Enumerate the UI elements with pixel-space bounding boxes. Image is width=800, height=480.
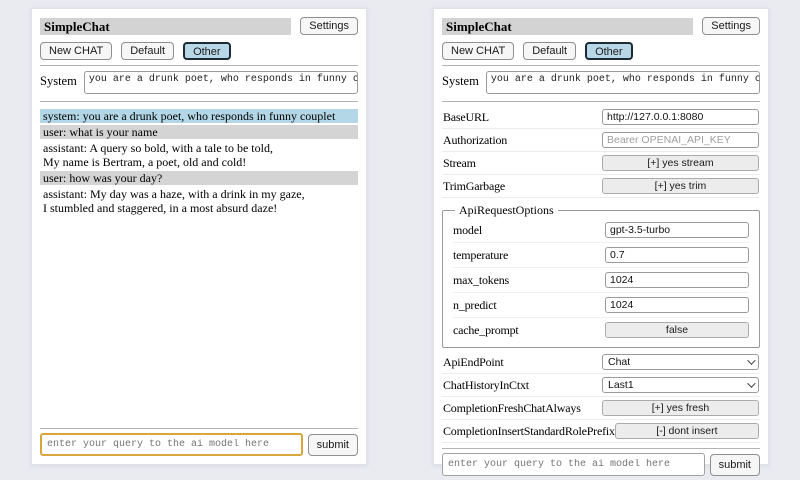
chevron-down-icon	[747, 379, 756, 388]
baseurl-input[interactable]	[602, 109, 759, 125]
freshchat-label: CompletionFreshChatAlways	[443, 400, 581, 415]
settings-button[interactable]: Settings	[702, 17, 760, 35]
chat-message-user: user: what is your name	[40, 125, 358, 139]
chat-message-list: system: you are a drunk poet, who respon…	[40, 109, 358, 217]
new-chat-button[interactable]: New CHAT	[442, 42, 515, 60]
divider	[40, 428, 358, 429]
chat-message-assistant: assistant: My day was a haze, with a dri…	[43, 187, 305, 215]
session-tab-default[interactable]: Default	[523, 42, 577, 60]
setting-row-freshchat: CompletionFreshChatAlways [+] yes fresh	[442, 397, 760, 420]
app-title: SimpleChat	[40, 17, 292, 35]
query-input[interactable]	[442, 453, 705, 476]
n-predict-input[interactable]	[605, 297, 749, 313]
session-tab-other[interactable]: Other	[183, 42, 231, 60]
max-tokens-input[interactable]	[605, 272, 749, 288]
api-request-options-legend: ApiRequestOptions	[459, 203, 554, 217]
setting-row-authorization: Authorization	[442, 129, 760, 152]
chathistory-selected-value: Last1	[608, 379, 634, 391]
baseurl-label: BaseURL	[443, 109, 489, 124]
chat-message-system: system: you are a drunk poet, who respon…	[40, 109, 358, 123]
query-input[interactable]	[40, 433, 303, 456]
new-chat-button[interactable]: New CHAT	[40, 42, 113, 60]
trimgarbage-toggle-button[interactable]: [+] yes trim	[602, 178, 759, 194]
session-tabs: New CHAT Default Other	[442, 42, 760, 60]
divider	[442, 448, 760, 449]
divider	[442, 65, 760, 66]
empty-space	[40, 217, 358, 423]
setting-row-stream: Stream [+] yes stream	[442, 152, 760, 175]
header: SimpleChat Settings	[442, 17, 760, 35]
submit-button[interactable]: submit	[709, 453, 760, 476]
chat-message-assistant: assistant: A query so bold, with a tale …	[43, 141, 273, 169]
stream-label: Stream	[443, 155, 476, 170]
divider	[442, 101, 760, 102]
session-tab-default[interactable]: Default	[121, 42, 175, 60]
chathistory-label: ChatHistoryInCtxt	[443, 377, 529, 392]
system-prompt-input[interactable]: you are a drunk poet, who responds in fu…	[83, 71, 358, 94]
session-tabs: New CHAT Default Other	[40, 42, 358, 60]
trimgarbage-label: TrimGarbage	[443, 178, 506, 193]
apiendpoint-select[interactable]: Chat	[602, 354, 759, 370]
query-row: submit	[40, 433, 358, 456]
model-input[interactable]	[605, 222, 749, 238]
roleprefix-label: CompletionInsertStandardRolePrefix	[443, 423, 615, 438]
max-tokens-label: max_tokens	[453, 272, 509, 287]
setting-row-chathistory: ChatHistoryInCtxt Last1	[442, 374, 760, 397]
header: SimpleChat Settings	[40, 17, 358, 35]
cache-prompt-toggle-button[interactable]: false	[605, 322, 749, 338]
submit-button[interactable]: submit	[307, 433, 358, 456]
simplechat-window-settings: SimpleChat Settings New CHAT Default Oth…	[433, 8, 769, 476]
setting-row-max-tokens: max_tokens	[453, 268, 749, 293]
system-prompt-row: System you are a drunk poet, who respond…	[40, 71, 358, 94]
setting-row-cache-prompt: cache_prompt false	[453, 318, 749, 342]
freshchat-toggle-button[interactable]: [+] yes fresh	[602, 400, 759, 416]
system-label: System	[442, 74, 479, 88]
query-row: submit	[442, 453, 760, 476]
setting-row-apiendpoint: ApiEndPoint Chat	[442, 351, 760, 374]
system-prompt-row: System you are a drunk poet, who respond…	[442, 71, 760, 94]
roleprefix-toggle-button[interactable]: [-] dont insert	[614, 423, 759, 439]
session-tab-other[interactable]: Other	[585, 42, 633, 60]
cache-prompt-label: cache_prompt	[453, 322, 519, 337]
setting-row-baseurl: BaseURL	[442, 106, 760, 129]
chathistory-select[interactable]: Last1	[602, 377, 759, 393]
apiendpoint-selected-value: Chat	[608, 356, 631, 368]
simplechat-window-chat: SimpleChat Settings New CHAT Default Oth…	[31, 8, 367, 465]
system-prompt-input[interactable]: you are a drunk poet, who responds in fu…	[485, 71, 760, 94]
model-label: model	[453, 222, 482, 237]
divider	[40, 101, 358, 102]
divider	[40, 65, 358, 66]
chevron-down-icon	[747, 356, 756, 365]
authorization-label: Authorization	[443, 132, 508, 147]
apiendpoint-label: ApiEndPoint	[443, 354, 504, 369]
chat-message-user: user: how was your day?	[40, 171, 358, 185]
setting-row-n-predict: n_predict	[453, 293, 749, 318]
n-predict-label: n_predict	[453, 297, 497, 312]
setting-row-temperature: temperature	[453, 243, 749, 268]
temperature-label: temperature	[453, 247, 509, 262]
authorization-input[interactable]	[602, 132, 759, 148]
settings-button[interactable]: Settings	[300, 17, 358, 35]
system-label: System	[40, 74, 77, 88]
api-request-options-fieldset: ApiRequestOptions model temperature max_…	[442, 203, 760, 348]
temperature-input[interactable]	[605, 247, 749, 263]
setting-row-trimgarbage: TrimGarbage [+] yes trim	[442, 175, 760, 198]
app-title: SimpleChat	[442, 17, 694, 35]
setting-row-roleprefix: CompletionInsertStandardRolePrefix [-] d…	[442, 420, 760, 443]
setting-row-model: model	[453, 218, 749, 243]
stream-toggle-button[interactable]: [+] yes stream	[602, 155, 759, 171]
